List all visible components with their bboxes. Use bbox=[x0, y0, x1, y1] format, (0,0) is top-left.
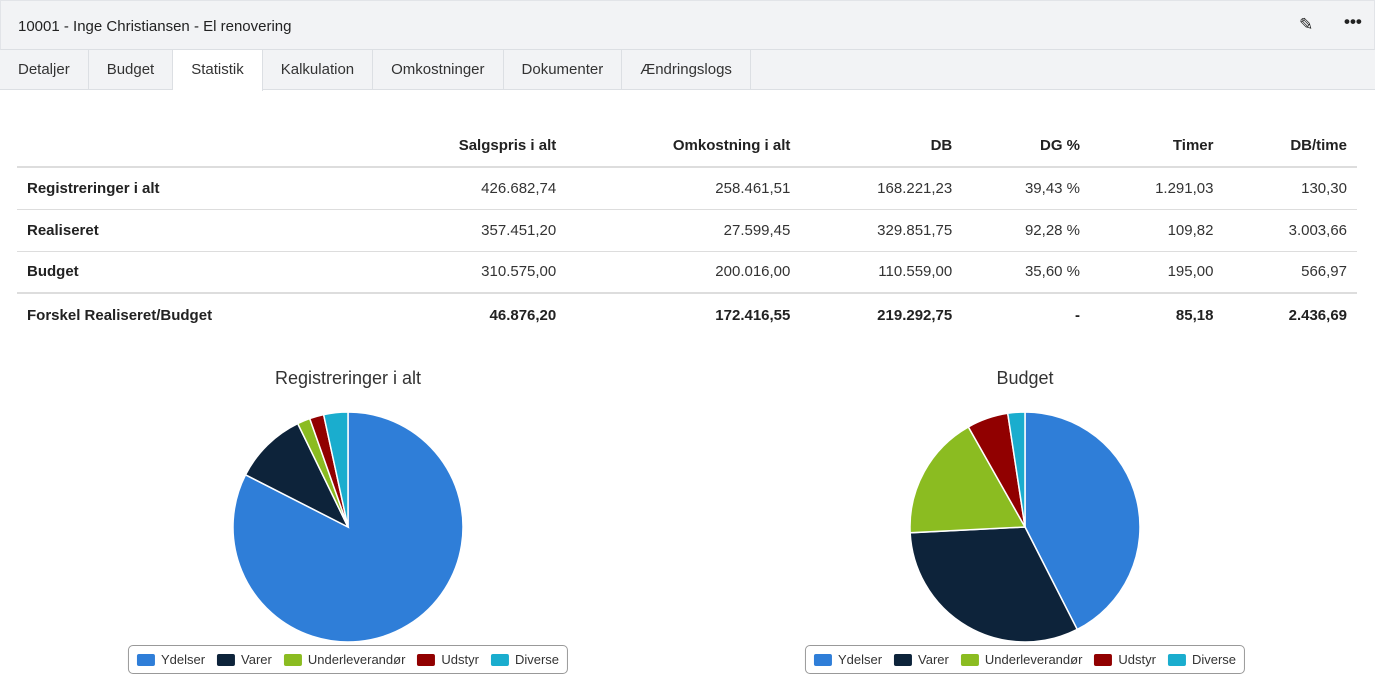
table-cell: 168.221,23 bbox=[800, 167, 963, 210]
table-cell: 1.291,03 bbox=[1090, 167, 1224, 210]
statistics-table: Salgspris i alt Omkostning i alt DB DG % Tim… bbox=[17, 124, 1357, 336]
pie-slice-ydelser[interactable] bbox=[1024, 411, 1141, 631]
legend-item[interactable]: Diverse bbox=[490, 652, 560, 667]
page-header: 10001 - Inge Christiansen - El renoverin… bbox=[0, 0, 1375, 50]
legend-item[interactable]: Underleverandør bbox=[283, 652, 406, 667]
pie-slice-diverse[interactable] bbox=[322, 411, 349, 528]
legend-item[interactable]: Varer bbox=[217, 652, 272, 667]
column-header: DB bbox=[800, 124, 963, 168]
table-cell: 195,00 bbox=[1090, 251, 1224, 294]
table-cell: Budget bbox=[17, 251, 367, 294]
table-cell: 109,82 bbox=[1090, 209, 1224, 252]
pie-slice-diverse[interactable] bbox=[1006, 411, 1026, 528]
table-row: Registreringer i alt 426.682,74 258.461,51… bbox=[17, 167, 1357, 210]
tab-omkostninger[interactable]: Omkostninger bbox=[373, 50, 504, 90]
table-cell: 39,43 % bbox=[962, 167, 1091, 210]
legend-label: Ydelser bbox=[160, 652, 206, 667]
summary-cell: 85,18 bbox=[1090, 292, 1224, 336]
legend-item[interactable]: Udstyr bbox=[417, 652, 479, 667]
table-cell: 426.682,74 bbox=[366, 167, 567, 210]
summary-cell: 2.436,69 bbox=[1223, 292, 1357, 336]
legend-label: Underleverandør bbox=[984, 652, 1083, 667]
legend-label: Udstyr bbox=[441, 652, 479, 667]
legend-item[interactable]: Ydelser bbox=[813, 652, 883, 667]
legend-label: Varer bbox=[241, 652, 272, 667]
legend-swatch bbox=[813, 653, 832, 666]
table-cell: 27.599,45 bbox=[566, 209, 801, 252]
summary-cell: 172.416,55 bbox=[566, 292, 801, 336]
pie-chart-registreringer: Registreringer i alt Ydelser Varer Underlev… bbox=[118, 360, 578, 690]
legend-swatch bbox=[417, 653, 436, 666]
table-cell: 566,97 bbox=[1223, 251, 1357, 294]
legend-label: Varer bbox=[918, 652, 949, 667]
table-cell: 200.016,00 bbox=[566, 251, 801, 294]
summary-cell: Forskel Realiseret/Budget bbox=[17, 292, 367, 336]
chart-title: Registreringer i alt bbox=[274, 368, 422, 388]
tab-bar: Detaljer Budget Statistik Kalkulation Omkost… bbox=[0, 50, 1375, 91]
legend-item[interactable]: Udstyr bbox=[1094, 652, 1156, 667]
pie-slice-varer[interactable] bbox=[244, 422, 350, 529]
table-row: Realiseret 357.451,20 27.599,45 329.851,75 9… bbox=[17, 209, 1357, 252]
table-cell: 35,60 % bbox=[962, 251, 1091, 294]
table-cell: 258.461,51 bbox=[566, 167, 801, 210]
summary-row: Forskel Realiseret/Budget 46.876,20 172.41… bbox=[17, 292, 1357, 336]
tab-budget[interactable]: Budget bbox=[89, 50, 174, 90]
legend-swatch bbox=[217, 653, 236, 666]
summary-cell: 46.876,20 bbox=[366, 292, 567, 336]
pie-svg bbox=[909, 411, 1141, 643]
column-header: Timer bbox=[1090, 124, 1224, 168]
chart-legend: Ydelser Varer Underleverandør Udstyr Diverse bbox=[127, 645, 569, 674]
table-cell: 310.575,00 bbox=[366, 251, 567, 294]
legend-item[interactable]: Diverse bbox=[1167, 652, 1237, 667]
legend-swatch bbox=[894, 653, 913, 666]
pie-slice-underleverandør[interactable] bbox=[909, 425, 1027, 534]
pie-svg bbox=[232, 411, 464, 643]
table-cell: 3.003,66 bbox=[1223, 209, 1357, 252]
chart-legend: Ydelser Varer Underleverandør Udstyr Diverse bbox=[804, 645, 1246, 674]
legend-swatch bbox=[490, 653, 509, 666]
table-cell: Registreringer i alt bbox=[17, 167, 367, 210]
table-cell: 357.451,20 bbox=[366, 209, 567, 252]
pie-slice-ydelser[interactable] bbox=[232, 411, 464, 643]
legend-item[interactable]: Varer bbox=[894, 652, 949, 667]
legend-swatch bbox=[1094, 653, 1113, 666]
tab-ændringslogs[interactable]: Ændringslogs bbox=[622, 50, 751, 90]
legend-label: Diverse bbox=[1191, 652, 1237, 667]
more-dots-icon[interactable]: ••• bbox=[1344, 12, 1362, 31]
column-header: DB/time bbox=[1223, 124, 1357, 168]
summary-cell: 219.292,75 bbox=[800, 292, 963, 336]
tab-statistik[interactable]: Statistik bbox=[173, 50, 263, 91]
legend-label: Ydelser bbox=[837, 652, 883, 667]
legend-label: Underleverandør bbox=[307, 652, 406, 667]
table-cell: 329.851,75 bbox=[800, 209, 963, 252]
table-cell: 130,30 bbox=[1223, 167, 1357, 210]
tab-kalkulation[interactable]: Kalkulation bbox=[263, 50, 374, 90]
legend-swatch bbox=[136, 653, 155, 666]
legend-swatch bbox=[960, 653, 979, 666]
table-cell: Realiseret bbox=[17, 209, 367, 252]
summary-cell: - bbox=[962, 292, 1091, 336]
pie-chart-budget: Budget Ydelser Varer Underleverandør Udstyr D… bbox=[795, 360, 1255, 690]
column-header: Salgspris i alt bbox=[366, 124, 567, 168]
column-header: Omkostning i alt bbox=[566, 124, 801, 168]
tab-detaljer[interactable]: Detaljer bbox=[0, 50, 89, 90]
table-header-row: Salgspris i alt Omkostning i alt DB DG % Tim… bbox=[17, 124, 1357, 168]
pie-slice-varer[interactable] bbox=[909, 526, 1079, 643]
column-header: DG % bbox=[962, 124, 1091, 168]
table-cell: 110.559,00 bbox=[800, 251, 963, 294]
legend-label: Diverse bbox=[514, 652, 560, 667]
legend-item[interactable]: Ydelser bbox=[136, 652, 206, 667]
legend-item[interactable]: Underleverandør bbox=[960, 652, 1083, 667]
chart-title: Budget bbox=[996, 368, 1054, 388]
table-cell: 92,28 % bbox=[962, 209, 1091, 252]
legend-swatch bbox=[1167, 653, 1186, 666]
edit-icon[interactable]: ✎ bbox=[1299, 15, 1314, 34]
page-title: 10001 - Inge Christiansen - El renoverin… bbox=[18, 18, 292, 35]
legend-label: Udstyr bbox=[1118, 652, 1156, 667]
column-header bbox=[17, 124, 367, 168]
legend-swatch bbox=[283, 653, 302, 666]
tab-dokumenter[interactable]: Dokumenter bbox=[504, 50, 623, 90]
table-row: Budget 310.575,00 200.016,00 110.559,00 35,6… bbox=[17, 251, 1357, 294]
